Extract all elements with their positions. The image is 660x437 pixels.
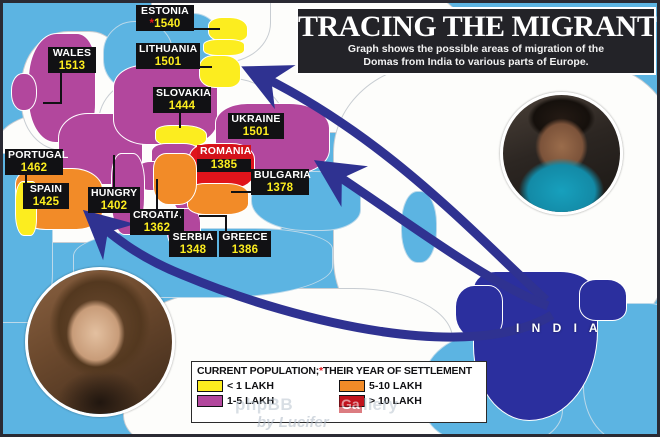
label-ukraine-year: 1501 [242, 125, 270, 138]
label-wales: WALES 1513 [48, 47, 96, 73]
photo-dom-man-india [500, 92, 623, 215]
label-bulgaria-name: BULGARIA [254, 169, 312, 181]
leader-bulgaria [231, 191, 253, 193]
label-lithuania-year: 1501 [154, 55, 182, 68]
leader-lithuania [200, 66, 212, 68]
label-portugal-year: 1462 [20, 161, 48, 174]
photo-roma-man-europe [25, 267, 175, 417]
label-croatia-year: 1362 [143, 221, 171, 234]
country-shape-ireland [11, 73, 37, 111]
photo-left-image [28, 270, 172, 414]
leader-wales-h [43, 102, 62, 104]
label-romania: ROMANIA 1385 [197, 145, 251, 172]
title-subtitle: Graph shows the possible areas of migrat… [298, 42, 654, 68]
leader-hungry [113, 155, 115, 187]
label-hungry-name: HUNGRY [91, 187, 138, 199]
sea-caspian [401, 191, 437, 263]
legend-label-under-1-lakh: < 1 LAKH [227, 380, 274, 392]
legend-label-5-10-lakh: 5-10 LAKH [369, 380, 423, 392]
legend-item-over-10-lakh: > 10 LAKH [339, 395, 481, 407]
label-estonia-name: ESTONIA [141, 5, 189, 17]
leader-estonia [194, 28, 220, 30]
photo-right-image [503, 95, 620, 212]
label-greece-name: GREECE [222, 231, 268, 243]
legend-title-main: CURRENT POPULATION; [197, 365, 320, 377]
label-spain: SPAIN 1425 [23, 183, 69, 209]
label-ukraine-name: UKRAINE [231, 113, 281, 125]
legend-panel: CURRENT POPULATION;*THEIR YEAR OF SETTLE… [191, 361, 487, 423]
label-estonia: ESTONIA *1540 [136, 5, 194, 31]
label-wales-name: WALES [52, 47, 92, 59]
label-serbia-name: SERBIA [172, 231, 214, 243]
legend-grid: < 1 LAKH 5-10 LAKH 1-5 LAKH > 10 LAKH [197, 380, 481, 407]
label-serbia-year: 1348 [179, 243, 207, 256]
label-croatia: CROATIA 1362 [130, 209, 184, 235]
leader-wales [60, 72, 62, 104]
label-hungry-year: 1402 [100, 199, 128, 212]
legend-asterisk-icon: * [319, 365, 323, 377]
label-slovakia-name: SLOVAKIA [156, 87, 212, 99]
label-slovakia: SLOVAKIA 1444 [153, 87, 211, 113]
label-bulgaria: BULGARIA 1378 [251, 169, 312, 195]
legend-item-1-5-lakh: 1-5 LAKH [197, 395, 339, 407]
leader-greece [225, 215, 227, 231]
leader-slovakia [179, 110, 181, 128]
label-greece-year: 1386 [231, 243, 259, 256]
legend-label-over-10-lakh: > 10 LAKH [369, 395, 422, 407]
legend-title: CURRENT POPULATION;*THEIR YEAR OF SETTLE… [197, 365, 481, 377]
country-shape-pakistan-arm [455, 285, 503, 339]
country-shape-lithuania [199, 55, 241, 88]
country-shape-bulgaria [187, 183, 249, 215]
legend-swatch-orange [339, 380, 365, 392]
label-ukraine: UKRAINE 1501 [228, 113, 284, 139]
label-croatia-name: CROATIA [133, 209, 182, 221]
label-bulgaria-year: 1378 [266, 181, 294, 194]
country-shape-latvia [203, 39, 245, 56]
legend-item-under-1-lakh: < 1 LAKH [197, 380, 339, 392]
label-lithuania-name: LITHUANIA [139, 43, 198, 55]
legend-title-rest: THEIR YEAR OF SETTLEMENT [322, 365, 472, 377]
legend-label-1-5-lakh: 1-5 LAKH [227, 395, 275, 407]
label-romania-name: ROMANIA [197, 145, 251, 159]
label-romania-year: 1385 [197, 158, 251, 172]
label-portugal: PORTUGAL 1462 [5, 149, 68, 175]
label-estonia-year: *1540 [149, 17, 181, 30]
leader-croatia [156, 179, 158, 209]
country-shape-balkans-west [153, 153, 197, 205]
label-wales-year: 1513 [58, 59, 86, 72]
page-title: TRACING THE MIGRANTS [298, 10, 660, 43]
label-serbia: SERBIA 1348 [169, 231, 217, 257]
india-map-label: I N D I A [516, 321, 603, 335]
label-portugal-name: PORTUGAL [8, 149, 69, 161]
country-shape-india-northeast [579, 279, 627, 321]
title-block: TRACING THE MIGRANTS Graph shows the pos… [296, 7, 660, 75]
label-hungry: HUNGRY 1402 [88, 187, 140, 213]
label-lithuania: LITHUANIA 1501 [136, 43, 200, 69]
legend-swatch-yellow [197, 380, 223, 392]
leader-greece-h [199, 215, 227, 217]
label-spain-name: SPAIN [29, 183, 63, 195]
label-spain-year: 1425 [32, 195, 60, 208]
leader-serbia [178, 211, 180, 231]
legend-swatch-purple [197, 395, 223, 407]
legend-swatch-darkred [339, 395, 365, 407]
subtitle-line-2: Domas from India to various parts of Eur… [363, 55, 589, 68]
label-greece: GREECE 1386 [219, 231, 271, 257]
legend-item-5-10-lakh: 5-10 LAKH [339, 380, 481, 392]
subtitle-line-1: Graph shows the possible areas of migrat… [347, 43, 605, 55]
label-slovakia-year: 1444 [168, 99, 196, 112]
